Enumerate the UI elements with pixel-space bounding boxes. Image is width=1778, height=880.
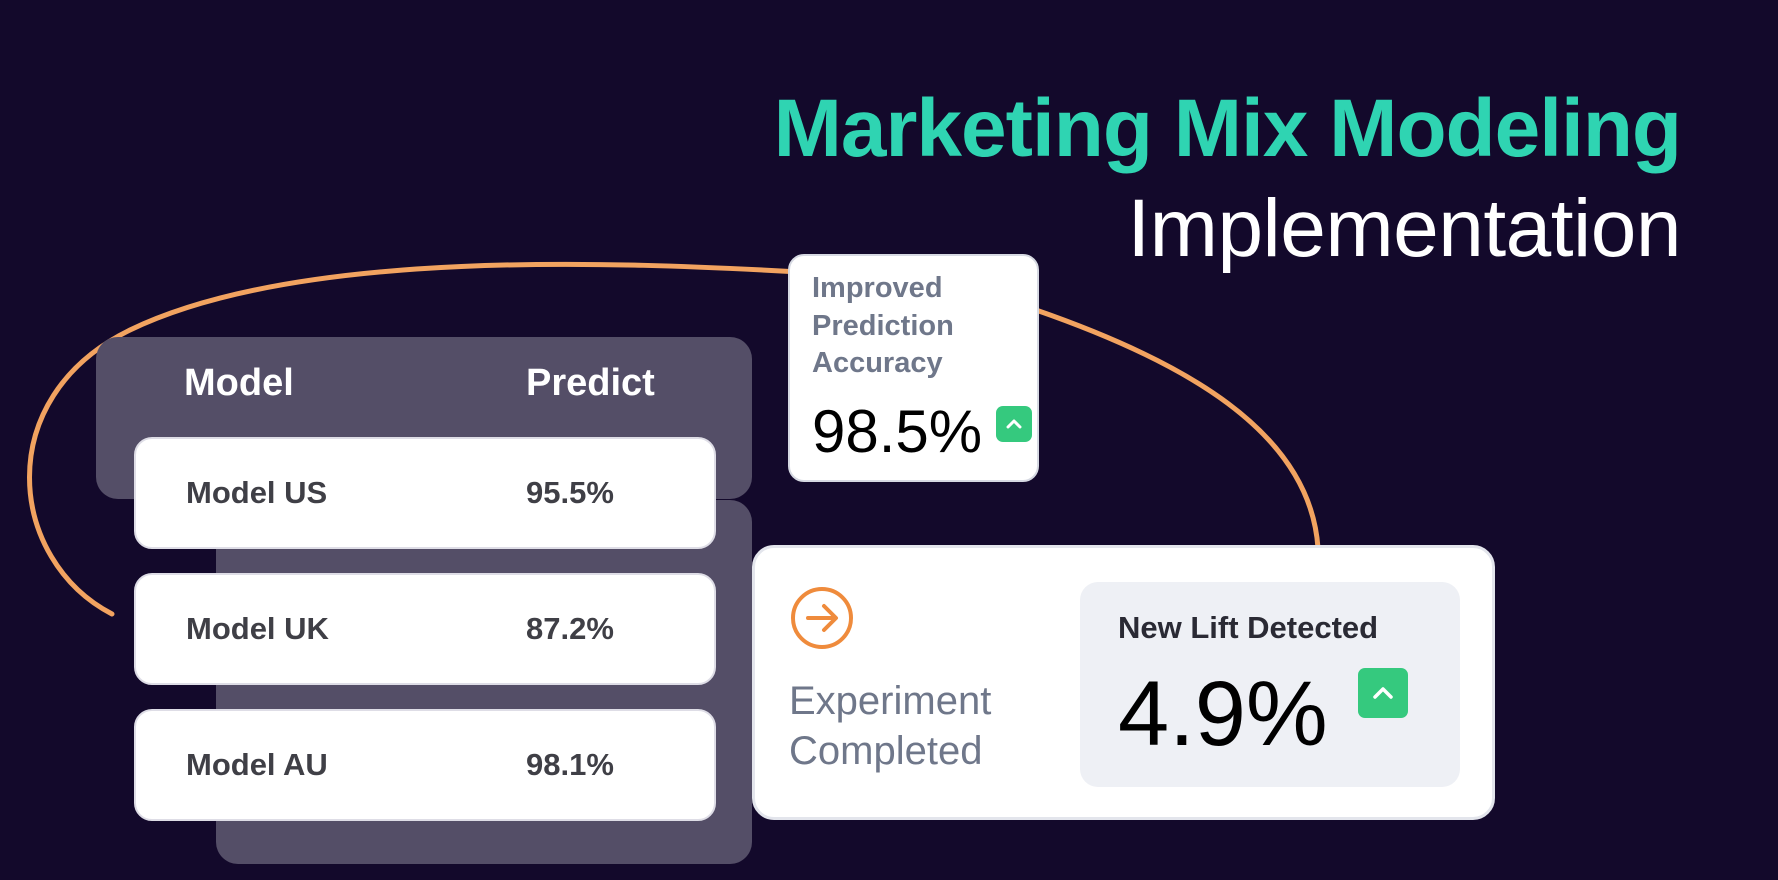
predict-value: 98.1% bbox=[526, 747, 614, 782]
predict-value: 95.5% bbox=[526, 475, 614, 510]
experiment-card: Experiment Completed New Lift Detected 4… bbox=[752, 545, 1495, 820]
lift-panel: New Lift Detected 4.9% bbox=[1080, 582, 1460, 787]
accuracy-value: 98.5% bbox=[812, 398, 983, 465]
model-name: Model AU bbox=[186, 747, 328, 782]
chevron-up-icon bbox=[996, 406, 1032, 442]
experiment-status-line1: Experiment bbox=[789, 679, 992, 723]
predict-value: 87.2% bbox=[526, 611, 614, 646]
page-title: Marketing Mix Modeling bbox=[773, 83, 1682, 174]
table-row: Model US 95.5% bbox=[134, 437, 716, 549]
lift-title: New Lift Detected bbox=[1118, 610, 1379, 645]
experiment-status-line2: Completed bbox=[789, 729, 983, 773]
chevron-up-icon bbox=[1358, 668, 1408, 718]
model-name: Model UK bbox=[186, 611, 329, 646]
table-row: Model UK 87.2% bbox=[134, 573, 716, 685]
accuracy-card: Improved Prediction Accuracy 98.5% bbox=[788, 254, 1039, 482]
table-row: Model AU 98.1% bbox=[134, 709, 716, 821]
lift-value: 4.9% bbox=[1118, 663, 1328, 765]
column-header-predict: Predict bbox=[526, 362, 655, 404]
experiment-status: Experiment Completed bbox=[789, 676, 991, 776]
model-name: Model US bbox=[186, 475, 328, 510]
page-subtitle: Implementation bbox=[1127, 183, 1681, 274]
arrow-right-circle-icon bbox=[791, 587, 853, 649]
column-header-model: Model bbox=[184, 362, 294, 404]
accuracy-label: Improved Prediction Accuracy bbox=[812, 272, 954, 380]
